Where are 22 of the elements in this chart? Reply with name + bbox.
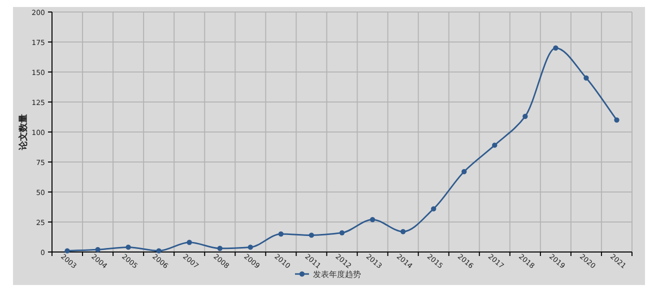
point: [553, 45, 558, 51]
point: [492, 142, 498, 148]
point: [584, 75, 589, 81]
point: [64, 248, 70, 254]
point: [278, 231, 284, 237]
point: [462, 169, 467, 174]
point: [430, 206, 436, 212]
point: [308, 232, 314, 238]
point: [248, 244, 254, 250]
point: [339, 230, 345, 236]
point: [156, 248, 162, 254]
legend: 发表年度趋势: [295, 270, 361, 279]
point: [370, 217, 376, 222]
point: [400, 229, 406, 234]
point: [217, 246, 222, 251]
point: [95, 247, 100, 252]
point: [614, 117, 620, 123]
legend-label: 发表年度趋势: [313, 270, 361, 279]
point: [126, 244, 131, 250]
point: [186, 240, 192, 245]
point: [522, 114, 528, 119]
y-axis-title: 论文数量: [18, 114, 29, 151]
